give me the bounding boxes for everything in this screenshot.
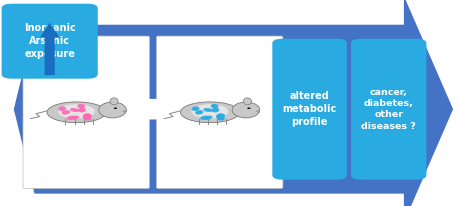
Ellipse shape [216, 115, 224, 119]
FancyBboxPatch shape [350, 39, 425, 180]
Ellipse shape [78, 108, 86, 112]
Text: cancer,
diabetes,
other
diseases ?: cancer, diabetes, other diseases ? [360, 88, 415, 131]
Polygon shape [281, 99, 297, 119]
Ellipse shape [99, 102, 126, 118]
Ellipse shape [191, 107, 199, 111]
Circle shape [123, 111, 126, 112]
Ellipse shape [243, 98, 251, 105]
Ellipse shape [200, 116, 208, 120]
Ellipse shape [216, 114, 224, 118]
Ellipse shape [58, 107, 66, 111]
Ellipse shape [203, 116, 212, 120]
Ellipse shape [62, 110, 70, 115]
Ellipse shape [83, 115, 90, 119]
Ellipse shape [216, 116, 224, 121]
FancyArrow shape [40, 23, 59, 75]
Text: altered
metabolic
profile: altered metabolic profile [282, 91, 336, 127]
Ellipse shape [211, 108, 219, 112]
Ellipse shape [191, 104, 228, 119]
Ellipse shape [83, 114, 90, 118]
Text: Inorganic
Arsenic
exposure: Inorganic Arsenic exposure [24, 23, 75, 59]
Circle shape [256, 111, 259, 112]
Ellipse shape [84, 113, 92, 118]
FancyBboxPatch shape [272, 39, 346, 180]
FancyBboxPatch shape [23, 36, 149, 188]
Ellipse shape [195, 110, 203, 115]
Ellipse shape [83, 116, 91, 121]
Ellipse shape [70, 116, 79, 120]
Ellipse shape [232, 102, 259, 118]
Ellipse shape [110, 98, 118, 105]
Circle shape [113, 108, 117, 109]
Ellipse shape [180, 102, 239, 123]
FancyBboxPatch shape [1, 4, 98, 79]
Ellipse shape [203, 108, 213, 112]
Polygon shape [148, 99, 164, 119]
Ellipse shape [70, 108, 79, 112]
FancyBboxPatch shape [156, 36, 282, 188]
Ellipse shape [77, 104, 85, 109]
Circle shape [246, 108, 250, 109]
Ellipse shape [47, 102, 106, 123]
Ellipse shape [217, 113, 225, 118]
Ellipse shape [210, 104, 218, 109]
Ellipse shape [58, 104, 95, 119]
Ellipse shape [67, 116, 75, 120]
Polygon shape [14, 0, 452, 206]
